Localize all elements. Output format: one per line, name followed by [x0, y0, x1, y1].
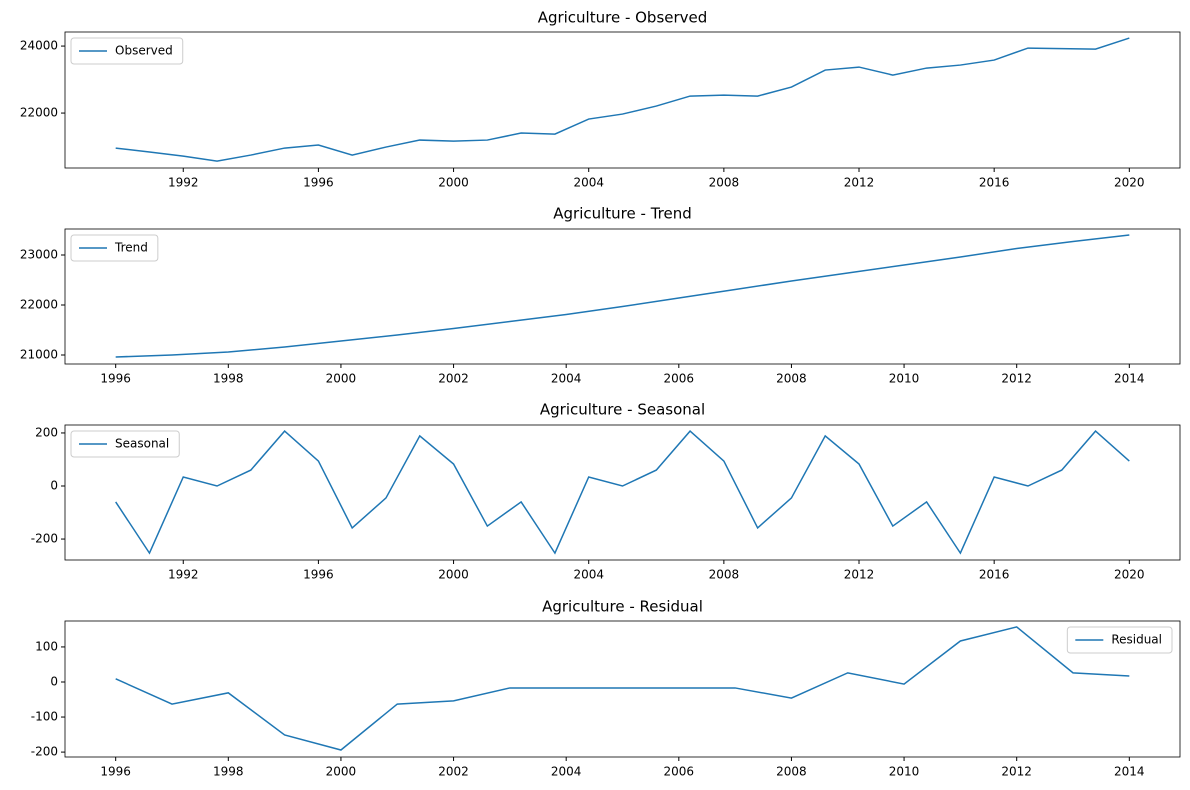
- legend-box: [70, 234, 159, 262]
- axes-frame: [64, 228, 1181, 365]
- x-tick-label: 2000: [326, 372, 357, 386]
- legend-box: [1066, 626, 1173, 654]
- x-tick-label: 2008: [709, 568, 740, 582]
- data-line: [115, 626, 1130, 751]
- axes-frame: [64, 424, 1181, 561]
- x-tick-label: 2002: [438, 765, 469, 779]
- y-tick-label: 22000: [20, 298, 58, 312]
- x-tick-label: 1998: [213, 765, 244, 779]
- data-line: [115, 234, 1130, 358]
- data-line: [115, 430, 1130, 555]
- x-tick-label: 1998: [213, 372, 244, 386]
- x-tick-label: 2008: [776, 372, 807, 386]
- y-tick-label: 0: [50, 674, 58, 688]
- legend-label: Observed: [115, 44, 173, 58]
- y-tick-label: -200: [31, 532, 58, 546]
- y-tick-label: 200: [35, 425, 58, 439]
- legend-label: Trend: [114, 241, 148, 255]
- legend-box: [70, 430, 180, 458]
- x-tick-label: 2004: [551, 765, 582, 779]
- x-tick-label: 2004: [573, 176, 604, 190]
- x-tick-label: 2002: [438, 372, 469, 386]
- y-tick-label: 0: [50, 479, 58, 493]
- y-tick-label: 23000: [20, 248, 58, 262]
- y-tick-label: 100: [35, 639, 58, 653]
- x-tick-label: 2016: [979, 176, 1010, 190]
- x-tick-label: 1992: [168, 176, 199, 190]
- x-tick-label: 1992: [168, 568, 199, 582]
- x-tick-label: 2010: [889, 372, 920, 386]
- x-tick-label: 2012: [1001, 765, 1032, 779]
- x-tick-label: 2014: [1114, 372, 1145, 386]
- x-tick-label: 2012: [1001, 372, 1032, 386]
- y-tick-label: 24000: [20, 39, 58, 53]
- axes-frame: [64, 31, 1181, 169]
- chart-title: Agriculture - Trend: [553, 205, 692, 223]
- x-tick-label: 1996: [303, 176, 334, 190]
- legend-label: Residual: [1111, 633, 1162, 647]
- x-tick-label: 2012: [844, 568, 875, 582]
- x-tick-label: 2008: [776, 765, 807, 779]
- legend-label: Seasonal: [115, 437, 169, 451]
- axes-frame: [64, 620, 1181, 758]
- x-tick-label: 2014: [1114, 765, 1145, 779]
- data-line: [115, 37, 1130, 162]
- chart-title: Agriculture - Seasonal: [540, 401, 705, 419]
- x-tick-label: 2008: [709, 176, 740, 190]
- x-tick-label: 2010: [889, 765, 920, 779]
- x-tick-label: 1996: [303, 568, 334, 582]
- x-tick-label: 2000: [438, 568, 469, 582]
- x-tick-label: 2020: [1114, 568, 1145, 582]
- x-tick-label: 2004: [573, 568, 604, 582]
- y-tick-label: 21000: [20, 348, 58, 362]
- x-tick-label: 2004: [551, 372, 582, 386]
- chart-title: Agriculture - Observed: [538, 9, 708, 27]
- x-tick-label: 1996: [100, 372, 131, 386]
- legend-box: [70, 37, 184, 65]
- y-tick-label: 22000: [20, 106, 58, 120]
- x-tick-label: 2012: [844, 176, 875, 190]
- x-tick-label: 2016: [979, 568, 1010, 582]
- x-tick-label: 2020: [1114, 176, 1145, 190]
- x-tick-label: 2006: [664, 372, 695, 386]
- x-tick-label: 2000: [326, 765, 357, 779]
- y-tick-label: -200: [31, 745, 58, 759]
- y-tick-label: -100: [31, 710, 58, 724]
- x-tick-label: 2000: [438, 176, 469, 190]
- x-tick-label: 1996: [100, 765, 131, 779]
- chart-title: Agriculture - Residual: [542, 598, 703, 616]
- x-tick-label: 2006: [664, 765, 695, 779]
